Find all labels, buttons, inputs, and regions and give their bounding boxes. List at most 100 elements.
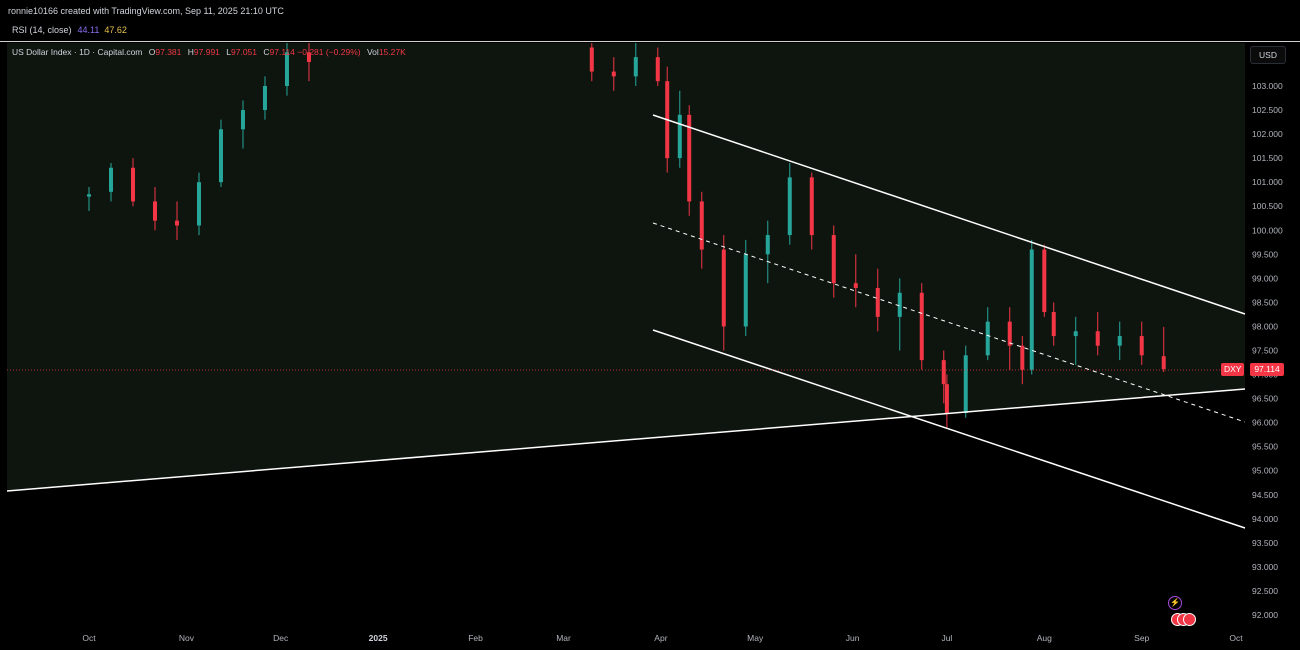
x-tick-label: Mar	[556, 633, 571, 643]
candle-body	[1051, 312, 1056, 337]
candle-body	[1007, 321, 1012, 346]
y-tick-label: 92.000	[1252, 610, 1278, 620]
x-tick-label: Feb	[468, 633, 483, 643]
candle-body	[152, 201, 157, 221]
volume-value: 15.27K	[378, 47, 406, 57]
candle-body	[853, 283, 858, 288]
y-tick-label: 97.500	[1252, 346, 1278, 356]
candle-body	[699, 201, 704, 250]
candle-body	[1073, 331, 1078, 337]
symbol-name: US Dollar Index · 1D · Capital.com	[12, 47, 143, 57]
y-tick-label: 103.000	[1252, 81, 1283, 91]
candle-body	[196, 182, 201, 226]
candle-body	[589, 47, 594, 72]
y-tick-label: 98.500	[1252, 297, 1278, 307]
rsi-value-1: 44.11	[77, 25, 100, 35]
x-tick-label: Oct	[1229, 633, 1243, 643]
candle-body	[944, 384, 949, 414]
trendlines	[6, 114, 1246, 529]
x-tick-label: Jun	[846, 633, 860, 643]
y-tick-label: 100.000	[1252, 225, 1283, 235]
candle-body	[1161, 356, 1166, 370]
symbol-price-tag: DXY	[1221, 363, 1245, 376]
candle-body	[284, 52, 289, 86]
x-tick-label: Nov	[179, 633, 195, 643]
y-tick-label: 93.500	[1252, 538, 1278, 548]
lightning-icon[interactable]: ⚡	[1168, 596, 1182, 610]
candle-body	[87, 194, 91, 197]
x-tick-label: Aug	[1037, 633, 1052, 643]
symbol-legend[interactable]: US Dollar Index · 1D · Capital.com O97.3…	[12, 47, 406, 57]
candle-body	[240, 110, 245, 130]
candle-body	[1095, 331, 1100, 346]
candle-body	[963, 355, 968, 414]
open-value: 97.381	[155, 47, 182, 57]
candle-body	[897, 292, 902, 317]
y-axis[interactable]: 103.000 102.500 102.000 101.500 101.000 100.5…	[1252, 81, 1283, 620]
y-tick-label: 101.000	[1252, 177, 1283, 187]
event-flags-icon[interactable]	[1171, 613, 1201, 626]
candle-body	[108, 167, 113, 192]
y-tick-label: 101.500	[1252, 153, 1283, 163]
candle-body	[875, 287, 880, 317]
high-label: H	[187, 47, 194, 57]
candle-body	[831, 235, 836, 284]
candle-body	[1042, 249, 1047, 313]
rsi-indicator-legend[interactable]: RSI (14, close) 44.11 47.62	[0, 22, 1300, 42]
x-tick-label: 2025	[369, 633, 388, 643]
low-value: 97.051	[231, 47, 258, 57]
y-tick-label: 99.000	[1252, 273, 1278, 283]
long-term-support-line	[6, 388, 1246, 492]
event-marker-icon-2[interactable]	[1183, 613, 1196, 626]
chart-creator-line: ronnie10166 created with TradingView.com…	[0, 0, 1300, 22]
candle-body	[1020, 345, 1025, 370]
candle-body	[1139, 336, 1144, 356]
candle-body	[809, 177, 814, 236]
candle-body	[743, 254, 748, 327]
candle-body	[919, 292, 924, 361]
candles	[87, 43, 1166, 428]
close-value: 97.114	[269, 47, 295, 57]
currency-selector[interactable]: USD	[1250, 46, 1286, 64]
x-tick-label: May	[747, 633, 764, 643]
high-value: 97.991	[193, 47, 220, 57]
y-tick-label: 98.000	[1252, 321, 1278, 331]
candle-body	[765, 235, 770, 255]
candle-body	[687, 114, 692, 202]
candle-body	[721, 249, 726, 327]
candle-body	[1117, 336, 1122, 346]
low-label: L	[226, 47, 232, 57]
volume-label: Vol	[366, 47, 379, 57]
close-label: C	[263, 47, 270, 57]
y-tick-label: 94.500	[1252, 490, 1278, 500]
x-axis[interactable]: Oct Nov Dec 2025 Feb Mar Apr May Jun Jul Aug Sep Oct	[82, 633, 1243, 643]
candle-body	[941, 360, 946, 385]
candle-body	[655, 57, 660, 82]
candle-body	[633, 57, 638, 77]
candle-body	[787, 177, 792, 236]
channel-upper-line	[652, 114, 1246, 315]
rsi-value-2: 47.62	[104, 25, 127, 35]
y-tick-label: 100.500	[1252, 201, 1283, 211]
candle-body	[611, 71, 616, 77]
candle-body	[677, 114, 682, 159]
x-tick-label: Oct	[82, 633, 96, 643]
y-tick-label: 99.500	[1252, 249, 1278, 259]
y-tick-label: 96.000	[1252, 418, 1278, 428]
y-tick-label: 95.500	[1252, 442, 1278, 452]
channel-lower-line	[652, 329, 1246, 529]
candle-body	[1029, 249, 1034, 370]
candle-body	[174, 220, 179, 226]
y-tick-label: 102.000	[1252, 129, 1283, 139]
x-tick-label: Apr	[654, 633, 667, 643]
y-tick-label: 102.500	[1252, 105, 1283, 115]
last-price-label: 97.114	[1250, 363, 1284, 376]
candle-body	[130, 167, 135, 202]
y-tick-label: 96.500	[1252, 394, 1278, 404]
y-tick-label: 95.000	[1252, 466, 1278, 476]
x-tick-label: Dec	[273, 633, 289, 643]
y-tick-label: 93.000	[1252, 562, 1278, 572]
candle-body	[306, 52, 311, 62]
x-tick-label: Jul	[941, 633, 952, 643]
